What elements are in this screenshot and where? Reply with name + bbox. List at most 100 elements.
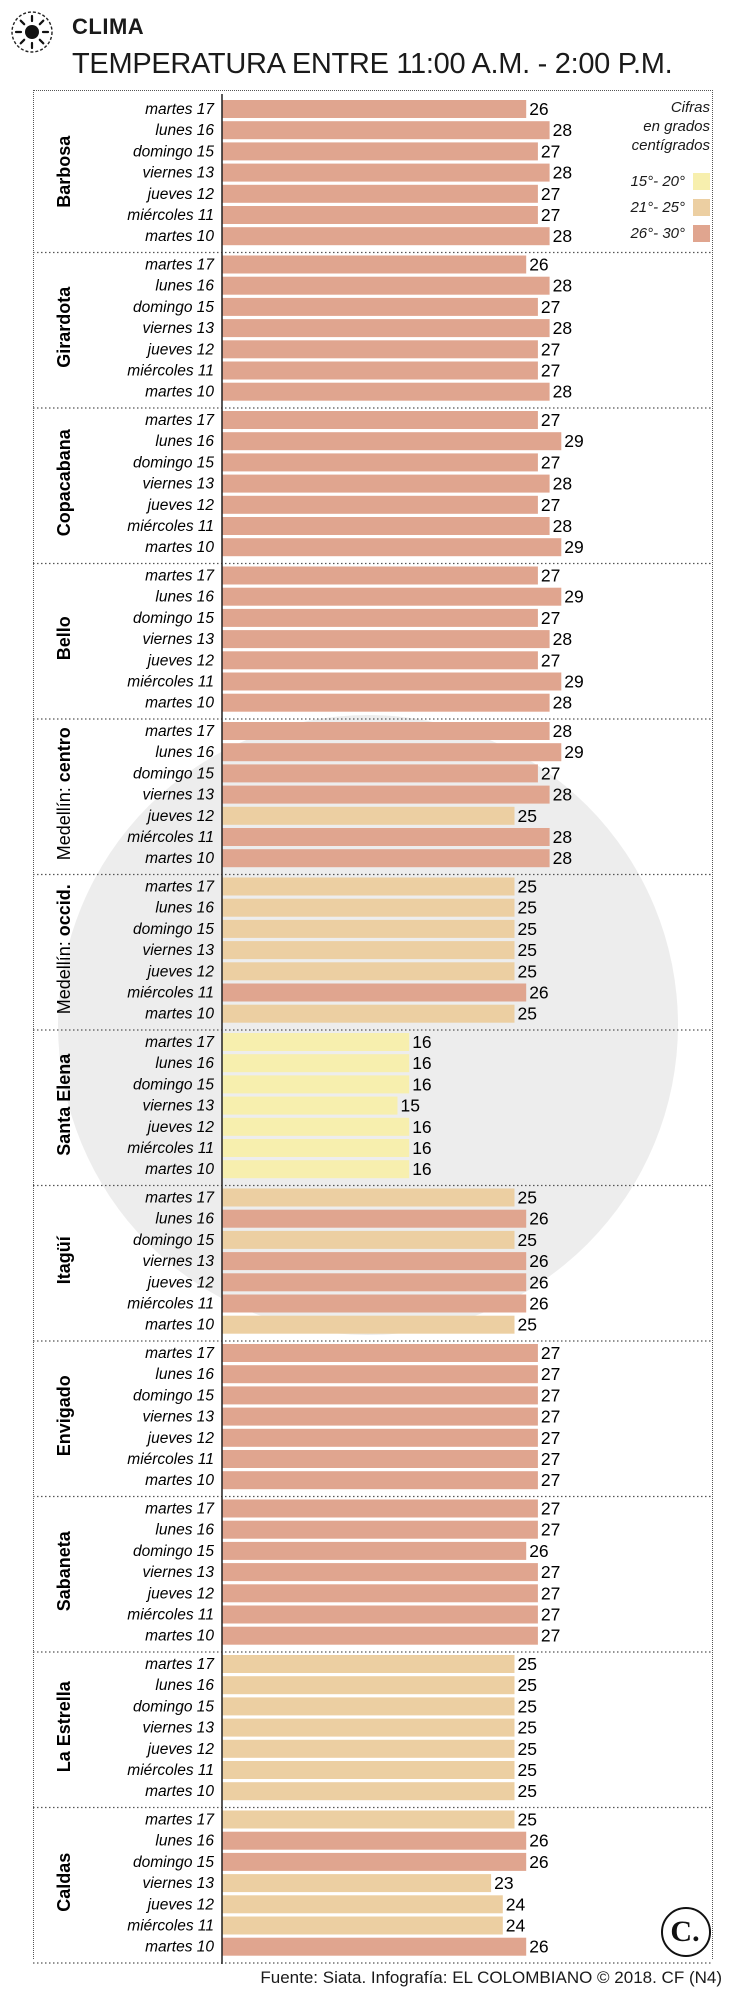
temperature-bar [222,297,538,316]
day-label: viernes 13 [142,476,214,493]
chart-frame [33,90,713,1959]
value-label: 28 [553,721,572,741]
legend-label: 15°- 20° [630,172,685,190]
location-group: Caldas martes 17 25 lunes 16 26 domingo 15 26 v… [33,1810,713,1964]
temperature-bar [222,1188,515,1207]
temperature-bar [222,919,515,938]
location-group: Medellín: centro martes 17 28 lunes 16 29 dom… [33,721,713,876]
temperature-bar [222,1499,538,1518]
temperature-bar [222,184,538,203]
temperature-bar [222,163,550,182]
day-label: martes 10 [145,1628,214,1645]
day-label: martes 10 [145,539,214,556]
value-label: 25 [518,1004,537,1024]
temperature-bar [222,1697,515,1716]
temperature-bar [222,566,538,585]
temperature-bar [222,319,550,338]
value-label: 27 [541,1449,560,1469]
temperature-bar [222,743,562,762]
location-group: La Estrella martes 17 25 lunes 16 25 domingo … [33,1654,713,1809]
temperature-bar [222,1810,515,1829]
temperature-bar [222,849,550,868]
legend-note-line: en grados [643,118,710,135]
value-label: 25 [518,1760,537,1780]
temperature-bar [222,722,550,740]
value-label: 28 [553,382,572,402]
day-label: lunes 16 [155,1522,214,1539]
day-label: miércoles 11 [127,1918,214,1935]
logo-text: C. [670,1915,699,1948]
temperature-bar [222,672,562,691]
day-label: miércoles 11 [127,1607,214,1624]
value-label: 27 [541,1626,560,1646]
day-label: domingo 15 [133,1232,214,1249]
value-label: 28 [553,163,572,183]
day-label: jueves 12 [146,1119,215,1136]
value-label: 27 [541,1343,560,1363]
location-label: La Estrella [54,1680,74,1772]
temperature-bar [222,1761,515,1779]
value-label: 25 [518,1718,537,1738]
day-label: lunes 16 [155,1677,214,1694]
value-label: 29 [564,587,583,607]
temperature-bar [222,1541,527,1560]
value-label: 26 [529,255,548,275]
temperature-bar [222,1428,538,1447]
temperature-bar [222,1520,538,1539]
day-label: viernes 13 [142,942,214,959]
temperature-bar [222,1386,538,1405]
temperature-bar [222,764,538,783]
day-label: miércoles 11 [127,674,214,691]
day-label: viernes 13 [142,320,214,337]
value-label: 26 [529,1831,548,1851]
day-label: miércoles 11 [127,829,214,846]
day-label: jueves 12 [146,808,215,825]
temperature-bar [222,1033,410,1051]
temperature-bar [222,1471,538,1490]
temperature-bar [222,1407,538,1426]
day-label: martes 10 [145,1472,214,1489]
location-group: Santa Elena martes 17 16 lunes 16 16 domingo … [33,1032,713,1187]
temperature-bar [222,1852,527,1871]
temperature-bar [222,828,550,846]
day-label: martes 17 [145,879,215,896]
logo: C. [661,1907,711,1957]
temperature-bar [222,1937,527,1956]
value-label: 25 [518,898,537,918]
day-label: martes 10 [145,1006,214,1023]
value-label: 26 [529,99,548,119]
temperature-bar [222,121,550,140]
temperature-bar [222,411,538,429]
day-label: domingo 15 [133,454,214,471]
value-label: 25 [518,1315,537,1335]
value-label: 27 [541,1385,560,1405]
temperature-bar [222,1739,515,1758]
temperature-bar [222,474,550,493]
temperature-bar [222,898,515,917]
day-label: domingo 15 [133,610,214,627]
location-group: Barbosa martes 17 26 lunes 16 28 domingo 15 27… [33,99,713,254]
day-label: viernes 13 [142,1564,214,1581]
day-label: lunes 16 [155,744,214,761]
temperature-bar [222,1096,398,1115]
location-group: Copacabana martes 17 27 lunes 16 29 domingo 1… [33,410,713,565]
temperature-bar [222,517,550,535]
value-label: 28 [553,629,572,649]
value-label: 25 [518,919,537,939]
temperature-bar [222,1676,515,1695]
value-label: 25 [518,1675,537,1695]
day-label: miércoles 11 [127,1762,214,1779]
day-label: viernes 13 [142,165,214,182]
temperature-bar [222,1563,538,1582]
day-label: miércoles 11 [127,1140,214,1157]
temperature-bar [222,1782,515,1801]
temperature-bar [222,227,550,246]
day-label: jueves 12 [146,963,215,980]
legend-swatch [693,172,710,190]
value-label: 27 [541,495,560,515]
day-label: martes 10 [145,384,214,401]
day-label: martes 10 [145,850,214,867]
day-label: miércoles 11 [127,1451,214,1468]
value-label: 23 [494,1873,513,1893]
